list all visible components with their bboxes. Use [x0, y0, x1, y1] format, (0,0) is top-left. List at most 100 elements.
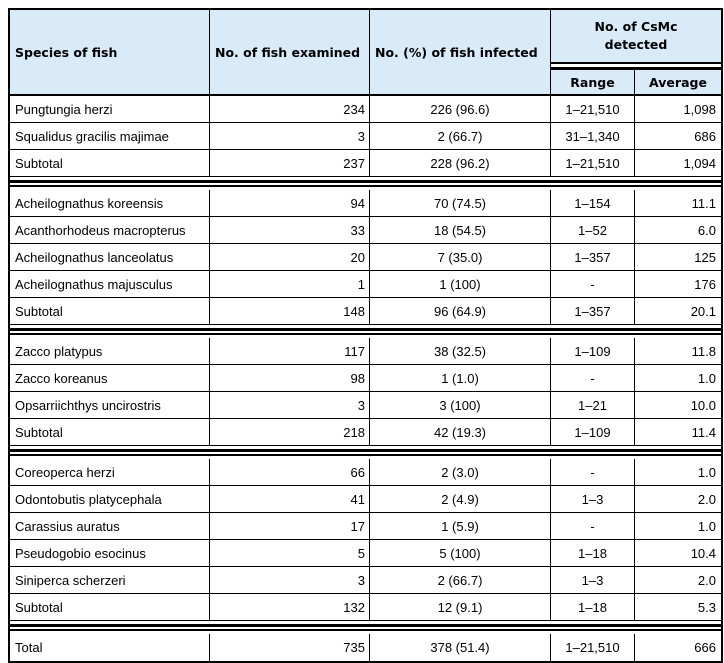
table-row: Carassius auratus 17 1 (5.9) - 1.0 [10, 513, 721, 540]
header-examined: No. of fish examined [210, 10, 370, 94]
species-cell: Subtotal [10, 298, 210, 325]
range-cell: 1–21 [551, 392, 635, 419]
header-average: Average [649, 74, 707, 90]
table-row: Pseudogobio esocinus 5 5 (100) 1–18 10.4 [10, 540, 721, 567]
infected-cell: 1 (5.9) [370, 513, 551, 540]
double-rule [10, 449, 721, 456]
average-cell: 2.0 [635, 486, 721, 513]
range-cell: 31–1,340 [551, 123, 635, 150]
examined-cell: 41 [210, 486, 370, 513]
examined-cell: 17 [210, 513, 370, 540]
table-header: Species of fish No. of fish examined No.… [10, 10, 721, 96]
infected-cell: 18 (54.5) [370, 217, 551, 244]
group-separator [10, 328, 721, 338]
table-row: Pungtungia herzi 234 226 (96.6) 1–21,510… [10, 96, 721, 123]
examined-cell: 132 [210, 594, 370, 621]
range-cell: 1–21,510 [551, 634, 635, 661]
infected-cell: 3 (100) [370, 392, 551, 419]
species-cell: Subtotal [10, 419, 210, 446]
infected-cell: 70 (74.5) [370, 190, 551, 217]
average-cell: 125 [635, 244, 721, 271]
average-cell: 1.0 [635, 513, 721, 540]
species-cell: Pungtungia herzi [10, 96, 210, 123]
examined-cell: 94 [210, 190, 370, 217]
table-row: Coreoperca herzi 66 2 (3.0) - 1.0 [10, 459, 721, 486]
examined-cell: 234 [210, 96, 370, 123]
fish-infection-table: Species of fish No. of fish examined No.… [8, 8, 723, 663]
infected-cell: 96 (64.9) [370, 298, 551, 325]
infected-cell: 5 (100) [370, 540, 551, 567]
average-cell: 20.1 [635, 298, 721, 325]
examined-cell: 218 [210, 419, 370, 446]
examined-cell: 735 [210, 634, 370, 661]
species-cell: Acheilognathus lanceolatus [10, 244, 210, 271]
species-cell: Siniperca scherzeri [10, 567, 210, 594]
species-cell: Coreoperca herzi [10, 459, 210, 486]
table-row: Zacco platypus 117 38 (32.5) 1–109 11.8 [10, 338, 721, 365]
examined-cell: 3 [210, 392, 370, 419]
range-cell: 1–154 [551, 190, 635, 217]
species-cell: Subtotal [10, 594, 210, 621]
range-cell: 1–357 [551, 244, 635, 271]
examined-cell: 66 [210, 459, 370, 486]
average-cell: 11.8 [635, 338, 721, 365]
average-cell: 1,098 [635, 96, 721, 123]
double-rule [10, 180, 721, 187]
examined-cell: 1 [210, 271, 370, 298]
infected-cell: 226 (96.6) [370, 96, 551, 123]
double-rule [10, 624, 721, 631]
examined-cell: 20 [210, 244, 370, 271]
average-cell: 1.0 [635, 365, 721, 392]
range-cell: 1–109 [551, 419, 635, 446]
infected-cell: 228 (96.2) [370, 150, 551, 177]
infected-cell: 378 (51.4) [370, 634, 551, 661]
header-species: Species of fish [10, 10, 210, 94]
examined-cell: 148 [210, 298, 370, 325]
range-cell: 1–357 [551, 298, 635, 325]
table-row: Squalidus gracilis majimae 3 2 (66.7) 31… [10, 123, 721, 150]
subtotal-row: Subtotal 132 12 (9.1) 1–18 5.3 [10, 594, 721, 621]
infected-cell: 2 (3.0) [370, 459, 551, 486]
header-csmc: No. of CsMc detected [594, 18, 678, 52]
average-cell: 11.1 [635, 190, 721, 217]
species-cell: Acheilognathus majusculus [10, 271, 210, 298]
total-row: Total 735 378 (51.4) 1–21,510 666 [10, 634, 721, 661]
species-cell: Acanthorhodeus macropterus [10, 217, 210, 244]
double-rule [10, 328, 721, 335]
examined-cell: 3 [210, 123, 370, 150]
table-row: Zacco koreanus 98 1 (1.0) - 1.0 [10, 365, 721, 392]
range-cell: - [551, 459, 635, 486]
range-cell: 1–21,510 [551, 96, 635, 123]
table-row: Opsarriichthys uncirostris 3 3 (100) 1–2… [10, 392, 721, 419]
average-cell: 1,094 [635, 150, 721, 177]
species-cell: Pseudogobio esocinus [10, 540, 210, 567]
header-infected: No. (%) of fish infected [370, 10, 551, 94]
species-cell: Subtotal [10, 150, 210, 177]
table-row: Odontobutis platycephala 41 2 (4.9) 1–3 … [10, 486, 721, 513]
average-cell: 176 [635, 271, 721, 298]
average-cell: 10.0 [635, 392, 721, 419]
species-cell: Zacco platypus [10, 338, 210, 365]
examined-cell: 117 [210, 338, 370, 365]
header-range: Range [551, 70, 635, 94]
group-separator [10, 624, 721, 634]
species-cell: Zacco koreanus [10, 365, 210, 392]
range-cell: 1–18 [551, 594, 635, 621]
average-cell: 686 [635, 123, 721, 150]
range-cell: 1–3 [551, 567, 635, 594]
average-cell: 11.4 [635, 419, 721, 446]
range-cell: - [551, 271, 635, 298]
examined-cell: 5 [210, 540, 370, 567]
table-row: Acanthorhodeus macropterus 33 18 (54.5) … [10, 217, 721, 244]
group-separator [10, 449, 721, 459]
infected-cell: 38 (32.5) [370, 338, 551, 365]
infected-cell: 42 (19.3) [370, 419, 551, 446]
subtotal-row: Subtotal 237 228 (96.2) 1–21,510 1,094 [10, 150, 721, 177]
examined-cell: 98 [210, 365, 370, 392]
range-cell: 1–52 [551, 217, 635, 244]
average-cell: 666 [694, 640, 716, 655]
infected-cell: 7 (35.0) [370, 244, 551, 271]
range-cell: 1–3 [551, 486, 635, 513]
subtotal-row: Subtotal 148 96 (64.9) 1–357 20.1 [10, 298, 721, 325]
examined-cell: 3 [210, 567, 370, 594]
